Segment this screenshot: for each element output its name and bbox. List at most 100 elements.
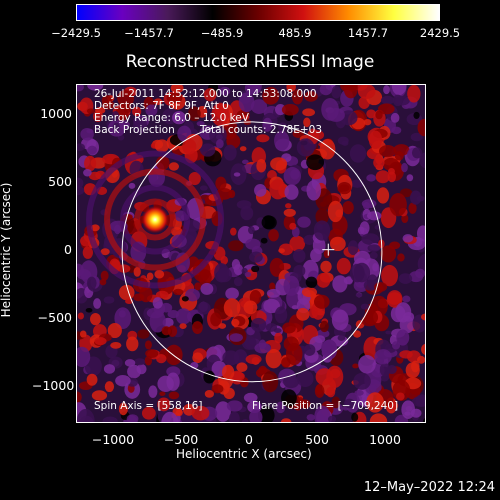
image-texture <box>77 85 425 422</box>
speckle <box>242 115 250 120</box>
speckle <box>136 363 147 375</box>
speckle <box>123 103 132 114</box>
speckle <box>406 174 414 182</box>
speckle <box>157 397 171 412</box>
speckle <box>402 234 414 243</box>
speckle <box>337 181 352 195</box>
speckle <box>285 203 292 209</box>
y-tick: 500 <box>48 174 72 189</box>
speckle <box>221 364 235 380</box>
speckle <box>265 348 282 369</box>
speckle <box>166 92 183 104</box>
speckle <box>297 216 311 228</box>
speckle <box>360 303 370 310</box>
speckle <box>209 125 227 145</box>
speckle <box>392 94 403 107</box>
speckle <box>363 310 379 325</box>
speckle <box>166 372 180 391</box>
speckle <box>379 362 391 377</box>
speckle <box>231 318 240 327</box>
speckle <box>262 371 279 393</box>
speckle <box>282 322 296 334</box>
speckle <box>249 409 263 422</box>
speckle <box>228 240 244 252</box>
speckle <box>397 253 405 262</box>
speckle <box>100 270 109 281</box>
speckle <box>148 385 158 398</box>
speckle <box>391 126 402 135</box>
speckle <box>156 155 170 170</box>
speckle <box>391 85 407 96</box>
speckle <box>132 117 148 134</box>
flare-ring <box>86 150 225 289</box>
speckle <box>331 85 342 99</box>
speckle <box>236 362 248 372</box>
speckle <box>320 260 332 273</box>
speckle <box>110 341 122 349</box>
speckle <box>315 208 329 225</box>
speckle <box>215 139 224 149</box>
speckle <box>399 350 413 359</box>
speckle <box>132 106 142 117</box>
speckle <box>421 313 425 321</box>
colorbar <box>76 4 440 21</box>
speckle <box>77 143 86 151</box>
speckle <box>249 251 263 263</box>
speckle <box>374 349 392 365</box>
speckle <box>281 389 297 407</box>
speckle <box>161 326 171 336</box>
speckle <box>171 226 183 237</box>
speckle <box>274 306 288 324</box>
speckle <box>118 284 135 301</box>
speckle <box>269 282 276 291</box>
speckle <box>417 118 425 137</box>
speckle <box>262 117 273 132</box>
speckle <box>233 349 248 366</box>
speckle <box>378 103 395 115</box>
speckle <box>182 138 197 155</box>
speckle <box>245 238 261 250</box>
speckle <box>285 342 303 366</box>
speckle <box>103 296 115 304</box>
speckle <box>230 227 237 236</box>
speckle <box>128 182 136 189</box>
x-tick: −500 <box>163 432 199 447</box>
speckle <box>260 237 268 244</box>
speckle <box>256 134 270 143</box>
colorbar-tick: −1457.7 <box>124 26 174 40</box>
spin-axis-label: Spin Axis = [558,16] <box>94 400 203 412</box>
speckle <box>368 130 383 150</box>
x-tick: 500 <box>305 432 329 447</box>
speckle <box>390 112 400 123</box>
speckle <box>103 364 116 374</box>
speckle <box>286 85 296 92</box>
speckle <box>211 384 224 394</box>
speckle <box>115 374 131 387</box>
speckle <box>270 157 288 171</box>
speckle <box>315 368 334 386</box>
speckle <box>179 323 187 329</box>
speckle <box>219 86 231 96</box>
speckle <box>77 85 84 92</box>
speckle <box>361 199 377 209</box>
speckle <box>283 275 300 296</box>
speckle <box>381 264 399 287</box>
speckle <box>90 313 101 326</box>
speckle <box>262 86 280 105</box>
speckle <box>80 127 94 141</box>
speckle <box>77 312 84 320</box>
speckle <box>281 103 299 116</box>
speckle <box>313 220 331 241</box>
speckle <box>415 394 425 407</box>
speckle <box>401 162 408 173</box>
speckle <box>251 265 260 273</box>
flare-ring <box>104 168 207 271</box>
speckle <box>314 335 326 343</box>
speckle <box>407 85 421 103</box>
speckle <box>369 251 378 260</box>
speckle <box>126 414 139 422</box>
speckle <box>141 406 156 420</box>
speckle <box>181 296 189 302</box>
speckle <box>94 106 106 114</box>
speckle <box>156 354 167 364</box>
